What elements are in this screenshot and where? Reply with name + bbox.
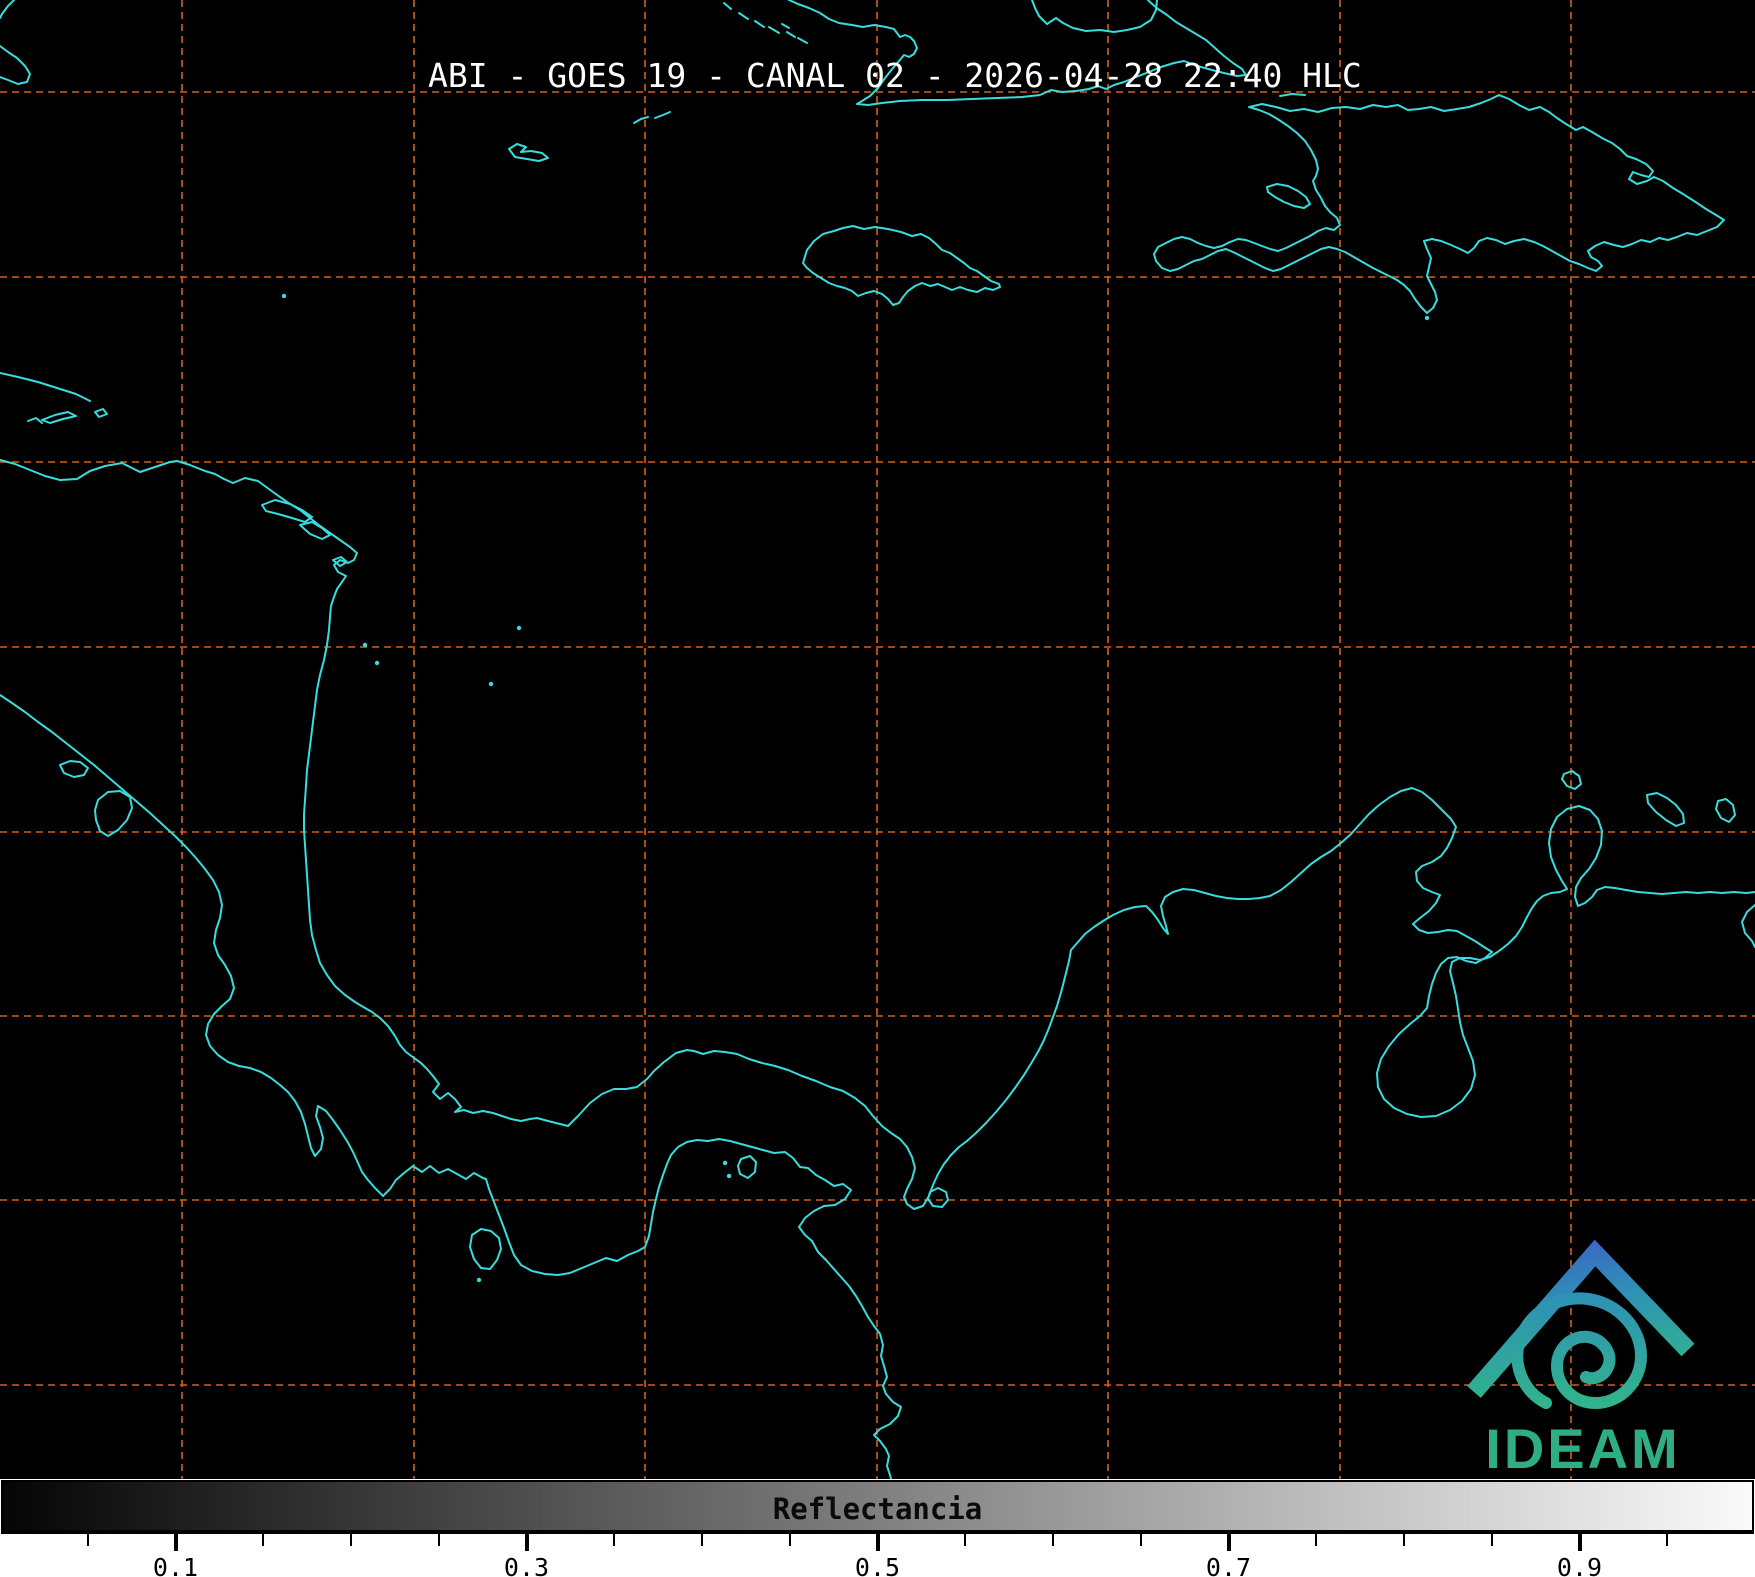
logo-wordmark: IDEAM [1485, 1417, 1680, 1479]
coastline-mainland-caribbean-coast [0, 459, 1755, 1210]
colorbar-minor-tick [701, 1534, 703, 1546]
coastline-tortuga-island [1279, 93, 1306, 97]
islet-miskito-cay-1 [362, 642, 368, 648]
logo-spiral-icon [1511, 1292, 1648, 1410]
islet-miskito-cay-2 [374, 660, 380, 666]
coastline-guanaja-island [94, 408, 108, 418]
coastline-cuba-cay-7 [797, 37, 808, 44]
colorbar-major-tick [875, 1534, 880, 1551]
colorbar-minor-tick [437, 1534, 440, 1546]
coastline-utila-island [27, 417, 43, 424]
coastline-cuba-cay-4 [768, 26, 780, 34]
colorbar-tick-label: 0.7 [1205, 1553, 1252, 1577]
colorbar-major-tick [524, 1534, 529, 1551]
coastline-cuba-cay-6 [786, 31, 796, 38]
colorbar: Reflectancia 0.1 0.3 0.5 0.7 0.9 [0, 1479, 1755, 1577]
coastline-aruba [1561, 770, 1582, 790]
islet-pearl-islet-1 [722, 1160, 728, 1166]
coastline-grand-cayman [508, 143, 549, 162]
colorbar-minor-tick [86, 1534, 89, 1546]
coastline-jamaica [802, 225, 1001, 306]
colorbar-major-tick [173, 1534, 178, 1551]
coastline-cuba-cay-3 [754, 20, 765, 28]
ideam-logo: IDEAM [1467, 1239, 1695, 1479]
coastline-honduras-west-fragment [0, 372, 91, 402]
coastline-cuba-cay-5 [781, 23, 790, 29]
coastline-cuba-cay-1 [723, 2, 732, 10]
grid-layer [0, 0, 1755, 1479]
colorbar-major-tick [1226, 1534, 1231, 1551]
islet-beata-island [1424, 315, 1430, 321]
coastline-hispaniola [1153, 94, 1725, 314]
coastline-lake-nicaragua [94, 790, 133, 837]
islet-san-andres-island [488, 681, 494, 687]
satellite-map: IDEAM ABI - GOES 19 - CANAL 02 - 2026-04… [0, 0, 1755, 1479]
colorbar-major-tick [1577, 1534, 1582, 1551]
coastline-little-cayman [633, 116, 649, 124]
islet-pearl-islet-2 [726, 1173, 732, 1179]
colorbar-minor-tick [1052, 1534, 1054, 1546]
coastline-layer [0, 0, 1755, 1479]
colorbar-minor-tick [788, 1534, 791, 1546]
coastline-venezuela-right-edge [1741, 904, 1755, 948]
coastline-mosquitia-lagoon-1 [261, 499, 313, 523]
colorbar-tick-label: 0.1 [152, 1553, 199, 1577]
coastline-uraba-loop [927, 1187, 949, 1208]
colorbar-minor-tick [613, 1534, 616, 1546]
islet-providencia-island [516, 625, 522, 631]
coastline-cuba-cay-2 [738, 12, 749, 20]
colorbar-minor-tick [1403, 1534, 1405, 1546]
islet-swan-island [281, 293, 287, 299]
coastline-mosquitia-lagoon-2 [299, 521, 331, 540]
coastline-pacific-coast [0, 694, 902, 1479]
colorbar-gradient-bar: Reflectancia [1, 1480, 1754, 1534]
colorbar-tick-label: 0.5 [854, 1553, 901, 1577]
coastline-curacao [1646, 792, 1685, 827]
coastline-pearl-islands [737, 1155, 757, 1179]
coastline-cayman-brac [654, 111, 671, 119]
colorbar-minor-tick [964, 1534, 967, 1546]
coastline-coiba-island [469, 1228, 502, 1270]
coastline-roatan-island [41, 411, 77, 424]
colorbar-minor-tick [1139, 1534, 1142, 1546]
colorbar-label: Reflectancia [772, 1492, 983, 1526]
map-title: ABI - GOES 19 - CANAL 02 - 2026-04-28 22… [428, 56, 1362, 95]
colorbar-tick-label: 0.3 [503, 1553, 550, 1577]
coastline-mosquitia-lagoon-3 [332, 556, 348, 567]
coastline-cuba-north-hook [1031, 0, 1158, 33]
colorbar-minor-tick [1490, 1534, 1493, 1546]
islet-coiba-satellite-islet [476, 1277, 482, 1283]
coastline-isla-juventud-west [0, 0, 15, 19]
colorbar-tick-label: 0.9 [1556, 1553, 1603, 1577]
coastline-lake-managua [59, 760, 89, 778]
colorbar-minor-tick [1315, 1534, 1318, 1546]
colorbar-minor-tick [262, 1534, 265, 1546]
colorbar-minor-tick [1666, 1534, 1669, 1546]
coastline-cuba-south-coast [788, 0, 1247, 106]
colorbar-minor-tick [350, 1534, 352, 1546]
coastline-isla-juventud-east [0, 45, 31, 85]
coastline-gonave-island [1266, 183, 1311, 209]
coastline-bonaire [1715, 798, 1736, 823]
